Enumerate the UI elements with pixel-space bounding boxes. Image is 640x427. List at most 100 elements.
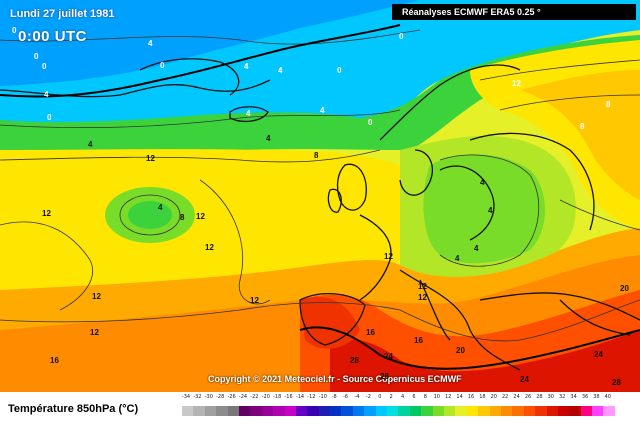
isotherm-label: 4	[88, 140, 93, 149]
isotherm-label: 12	[250, 296, 259, 305]
legend-tick-label: -20	[261, 394, 270, 400]
legend-swatch	[421, 406, 433, 416]
legend-swatch	[250, 406, 262, 416]
legend-scale	[182, 406, 615, 416]
legend-tick-label: -22	[250, 394, 259, 400]
legend-swatch	[341, 406, 353, 416]
legend-tick-label: 14	[456, 394, 463, 400]
isotherm-label: 12	[92, 292, 101, 301]
isotherm-label: 12	[205, 243, 214, 252]
legend-swatch	[387, 406, 399, 416]
isotherm-label: 12	[90, 328, 99, 337]
isotherm-label: 12	[512, 79, 521, 88]
legend-tick-label: -30	[204, 394, 213, 400]
legend-swatch	[603, 406, 615, 416]
isotherm-label: 20	[620, 284, 629, 293]
isotherm-label: 4	[480, 178, 485, 187]
legend-tick-label: -16	[284, 394, 293, 400]
isotherm-label: 20	[456, 346, 465, 355]
legend-swatch	[523, 406, 536, 416]
legend-swatch	[295, 406, 308, 416]
isotherm-label: 4	[148, 39, 153, 48]
legend-swatch	[500, 406, 513, 416]
legend-title: Température 850hPa (°C)	[8, 403, 139, 415]
isotherms	[0, 29, 640, 342]
legend-tick-label: 8	[423, 394, 427, 400]
legend-swatch	[580, 406, 593, 416]
legend-swatch	[227, 406, 239, 416]
field-coldest	[0, 0, 420, 86]
legend-tick-label: 10	[433, 394, 440, 400]
legend-tick-label: 16	[467, 394, 475, 400]
field-europe-core	[423, 154, 545, 264]
isotherm-label: 4	[455, 254, 460, 263]
coastlines	[0, 58, 640, 371]
legend-swatch	[478, 406, 490, 416]
legend-tick-label: -8	[331, 394, 337, 400]
legend-swatch	[352, 406, 365, 416]
isotherm-label: 4	[44, 90, 49, 99]
legend-swatch	[182, 406, 194, 416]
legend-swatch	[216, 406, 228, 416]
isotherm-label: 0	[42, 62, 47, 71]
isotherm-label: 12	[418, 293, 427, 302]
legend-tick-label: -24	[238, 394, 248, 400]
legend-swatch	[364, 406, 376, 416]
isotherm-label: 4	[488, 206, 493, 215]
legend-tick-label: -6	[343, 394, 349, 400]
isotherm-label: 12	[196, 212, 205, 221]
legend-swatch	[284, 406, 296, 416]
legend-swatch	[204, 406, 217, 416]
legend-tick-label: -34	[181, 394, 191, 400]
temperature-map: Lundi 27 juillet 1981 0:00 UTC Réanalyse…	[0, 0, 640, 392]
legend-tick-label: -4	[354, 394, 360, 400]
legend-swatch	[455, 406, 467, 416]
isotherm-label: 4	[474, 244, 479, 253]
legend-tick-label: -12	[307, 394, 316, 400]
map-time: 0:00 UTC	[18, 28, 88, 45]
copyright-notice: Copyright © 2021 Meteociel.fr - Source C…	[208, 374, 462, 384]
legend-swatch	[273, 406, 285, 416]
isotherm-label: 16	[50, 356, 59, 365]
legend-swatch	[261, 406, 274, 416]
isotherm-label: 4	[266, 134, 271, 143]
legend-swatch	[557, 406, 570, 416]
legend-swatch	[535, 406, 547, 416]
field-south-deepred	[330, 330, 640, 392]
legend-tick-label: 36	[581, 394, 589, 400]
isotherm-label: 8	[180, 213, 185, 222]
legend-swatch	[592, 406, 604, 416]
legend-tick-label: 32	[559, 394, 566, 400]
isotherm-label: 8	[314, 151, 319, 160]
legend-tick-label: 0	[378, 394, 382, 400]
map-canvas	[0, 0, 640, 392]
legend-swatch	[307, 406, 319, 416]
legend-tick-label: -2	[365, 394, 371, 400]
isotherm-label: 0	[47, 113, 52, 122]
legend-swatch	[546, 406, 558, 416]
isotherm-label: 0	[34, 52, 39, 61]
bold-isotherms	[0, 24, 640, 370]
legend-tick-label: 2	[389, 394, 393, 400]
field-cold-pool-core	[128, 201, 172, 229]
isotherm-label: 12	[384, 252, 393, 261]
isotherm-label: 16	[366, 328, 375, 337]
legend-tick-label: 20	[490, 394, 497, 400]
isotherm-label: 0	[12, 26, 17, 35]
legend-swatch	[443, 406, 456, 416]
legend-swatch	[432, 406, 444, 416]
isotherm-label: 8	[606, 100, 611, 109]
legend-tick-label: -32	[193, 394, 202, 400]
legend-tick-label: 34	[570, 394, 577, 400]
isotherm-label: 0	[399, 32, 404, 41]
isotherm-label: 24	[594, 350, 603, 359]
isotherm-label: 0	[368, 118, 373, 127]
isotherm-label: 12	[418, 282, 427, 291]
legend-tick-label: 6	[412, 394, 416, 400]
color-legend: Température 850hPa (°C) -34 -32 -30 -28 -26-…	[0, 392, 640, 427]
isotherm-label: 0	[337, 66, 342, 75]
isotherm-label: 4	[320, 106, 325, 115]
isotherm-label: 24	[384, 352, 393, 361]
source-banner: Réanalyses ECMWF ERA5 0.25 °	[392, 4, 636, 20]
legend-swatch	[318, 406, 331, 416]
